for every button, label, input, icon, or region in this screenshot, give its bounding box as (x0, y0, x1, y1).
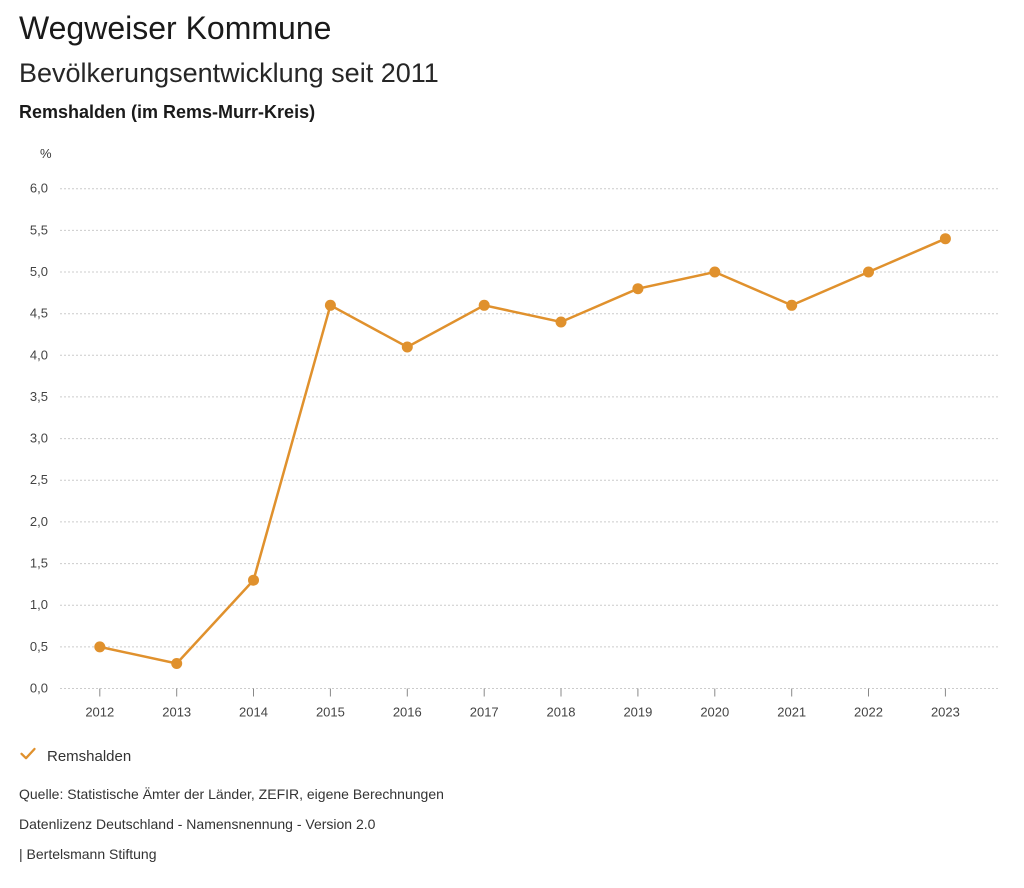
svg-text:5,5: 5,5 (30, 222, 48, 237)
svg-text:2021: 2021 (777, 705, 806, 720)
svg-text:2019: 2019 (623, 705, 652, 720)
svg-text:0,5: 0,5 (30, 639, 48, 654)
svg-text:2012: 2012 (85, 705, 114, 720)
svg-text:0,0: 0,0 (30, 681, 48, 696)
svg-text:3,5: 3,5 (30, 389, 48, 404)
svg-text:1,5: 1,5 (30, 556, 48, 571)
svg-text:2013: 2013 (162, 705, 191, 720)
svg-text:2014: 2014 (239, 705, 268, 720)
svg-text:2020: 2020 (700, 705, 729, 720)
svg-text:3,0: 3,0 (30, 431, 48, 446)
svg-text:2015: 2015 (316, 705, 345, 720)
svg-text:4,5: 4,5 (30, 306, 48, 321)
svg-text:2022: 2022 (854, 705, 883, 720)
svg-text:2,0: 2,0 (30, 514, 48, 529)
svg-text:5,0: 5,0 (30, 264, 48, 279)
svg-text:2017: 2017 (470, 705, 499, 720)
svg-text:2018: 2018 (547, 705, 576, 720)
svg-text:4,0: 4,0 (30, 347, 48, 362)
svg-text:1,0: 1,0 (30, 597, 48, 612)
svg-text:2016: 2016 (393, 705, 422, 720)
svg-text:6,0: 6,0 (30, 181, 48, 196)
svg-text:2,5: 2,5 (30, 472, 48, 487)
svg-text:2023: 2023 (931, 705, 960, 720)
